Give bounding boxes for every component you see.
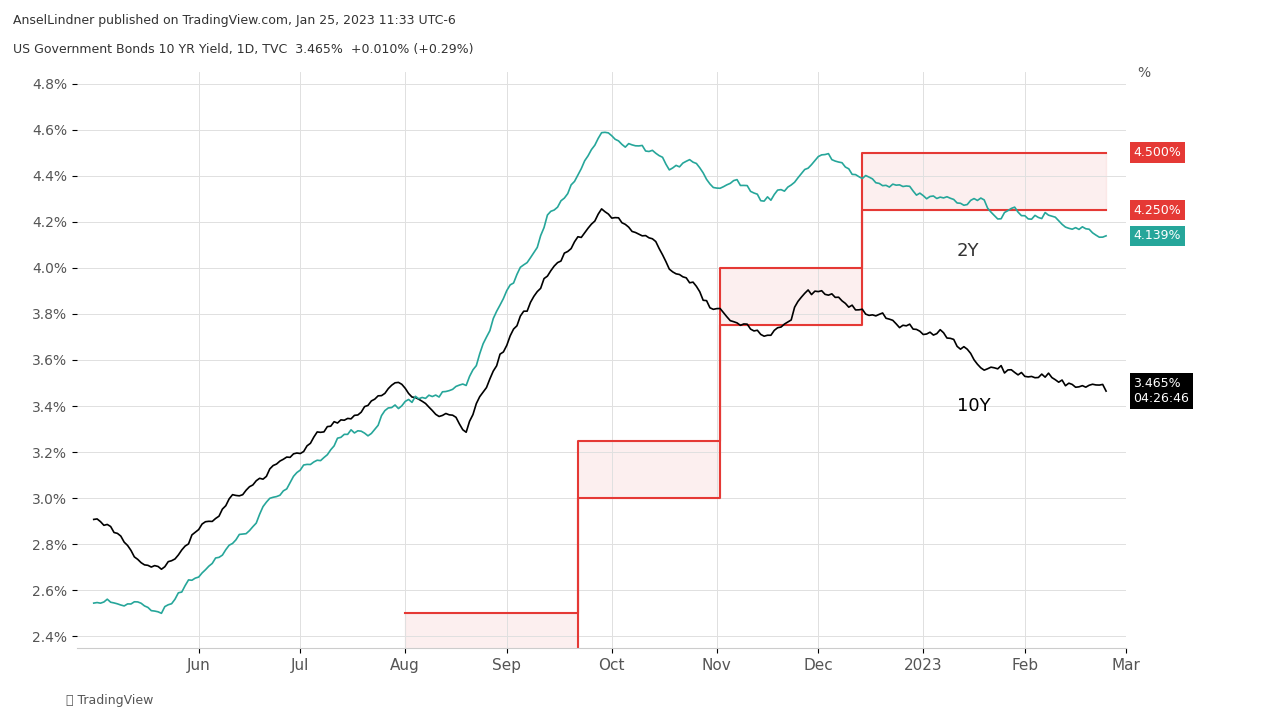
Text: 4.139%: 4.139%	[1133, 229, 1181, 243]
Text: 📺 TradingView: 📺 TradingView	[67, 694, 154, 707]
Text: 10Y: 10Y	[957, 397, 991, 415]
Text: 4.250%: 4.250%	[1133, 204, 1181, 217]
Text: %: %	[1137, 66, 1149, 80]
Text: 4.500%: 4.500%	[1133, 146, 1181, 159]
Text: 3.465%
04:26:46: 3.465% 04:26:46	[1133, 377, 1189, 405]
Text: US Government Bonds 10 YR Yield, 1D, TVC  3.465%  +0.010% (+0.29%): US Government Bonds 10 YR Yield, 1D, TVC…	[13, 43, 474, 56]
Text: AnselLindner published on TradingView.com, Jan 25, 2023 11:33 UTC-6: AnselLindner published on TradingView.co…	[13, 14, 456, 27]
Text: 2Y: 2Y	[957, 243, 979, 261]
